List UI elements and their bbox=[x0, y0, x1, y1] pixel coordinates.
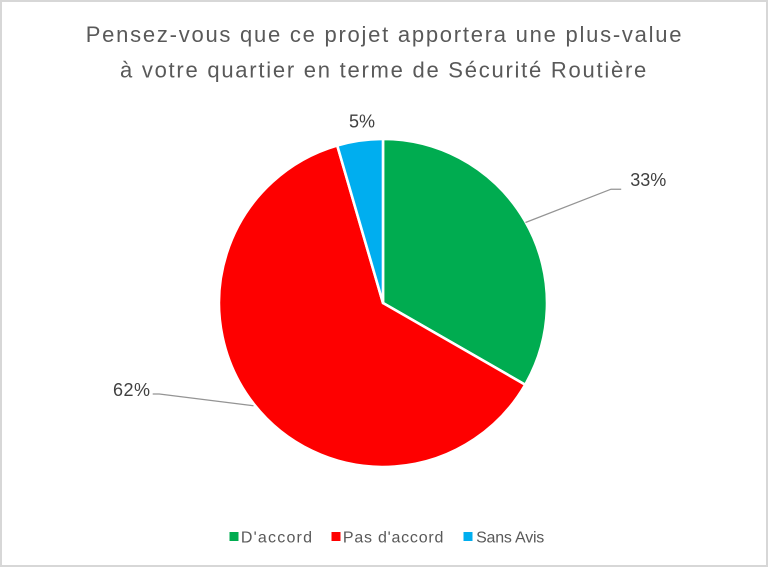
svg-text:5%: 5% bbox=[349, 111, 375, 131]
svg-text:D'accord: D'accord bbox=[241, 529, 313, 546]
svg-text:Pensez-vous que ce projet appo: Pensez-vous que ce projet apportera une … bbox=[86, 22, 684, 47]
svg-text:33%: 33% bbox=[630, 170, 666, 190]
svg-text:à votre quartier en terme de S: à votre quartier en terme de Sécurité Ro… bbox=[120, 57, 648, 82]
svg-text:Pas d'accord: Pas d'accord bbox=[343, 529, 444, 546]
svg-text:62%: 62% bbox=[113, 380, 151, 400]
svg-text:Sans Avis: Sans Avis bbox=[476, 529, 544, 546]
